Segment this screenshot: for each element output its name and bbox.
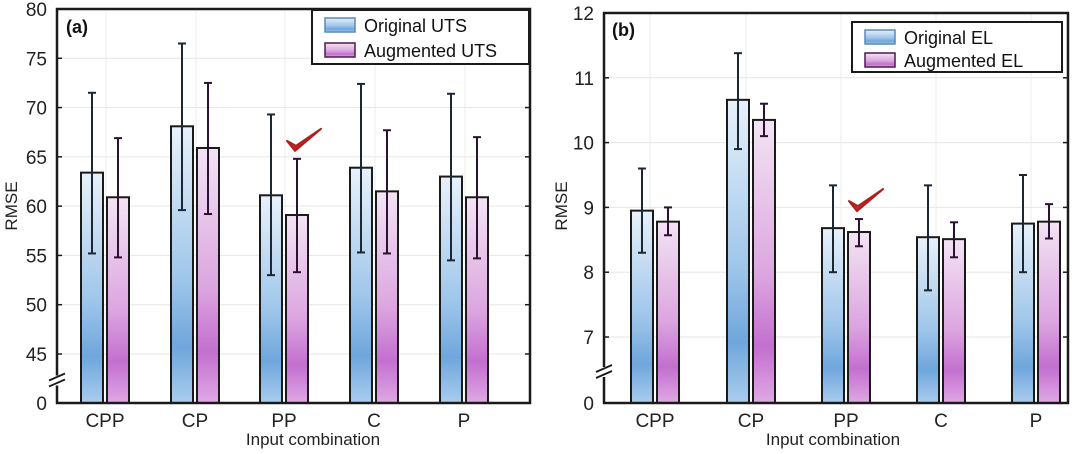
y-tick-label: 65: [26, 148, 47, 169]
x-tick-label: CPP: [635, 411, 674, 432]
x-tick-label: CP: [182, 411, 208, 432]
y-tick-label: 10: [573, 134, 594, 155]
bar-p-augmented: [1037, 220, 1061, 404]
legend-swatch-original: [324, 17, 356, 33]
axis-break-gap: [49, 375, 65, 386]
x-tick-label: PP: [271, 411, 296, 432]
y-tick-label: 80: [26, 0, 47, 21]
legend-label: Original EL: [904, 28, 993, 48]
x-tick-label: C: [934, 411, 948, 432]
legend: Original EL Augmented EL: [851, 21, 1063, 73]
y-tick-label: 7: [583, 328, 594, 349]
legend-swatch-original: [864, 29, 896, 45]
x-axis-label: Input combination: [766, 430, 900, 449]
legend: Original UTS Augmented UTS: [311, 9, 530, 65]
y-tick-label: 55: [26, 246, 47, 267]
y-tick-label: 11: [574, 69, 594, 90]
y-axis-label: RMSE: [2, 181, 21, 230]
y-tick-label: 75: [26, 49, 47, 70]
panel-label: (b): [612, 20, 635, 40]
chart-panel-a: (a) RMSE Input combination CPP CP PP C P4550…: [2, 0, 532, 449]
axis-break-mark: [48, 372, 66, 382]
legend-label: Augmented UTS: [364, 41, 497, 61]
y-tick-label: 12: [573, 4, 594, 25]
y-tick-label-zero: 0: [36, 394, 47, 415]
legend-swatch-augmented: [864, 52, 896, 68]
checkmark-icon: [286, 127, 322, 152]
y-tick-label: 70: [26, 99, 47, 120]
x-tick-label: P: [458, 411, 471, 432]
legend-swatch-augmented: [324, 42, 356, 58]
checkmark-icon: [848, 188, 884, 213]
axis-break-mark: [595, 364, 613, 373]
y-tick-label: 8: [583, 263, 594, 284]
x-tick-label: P: [1030, 411, 1043, 432]
x-tick-label: PP: [833, 411, 858, 432]
y-axis-label: RMSE: [552, 181, 571, 230]
axis-break-mark: [48, 378, 66, 388]
x-axis-label: Input combination: [246, 430, 380, 449]
legend-label: Original UTS: [364, 16, 467, 36]
y-tick-label: 45: [26, 345, 47, 366]
y-tick-label: 50: [26, 296, 47, 317]
y-tick-label: 60: [26, 197, 47, 218]
chart-panel-b: (b) RMSE Input combination CPP CP PP C P7891…: [552, 4, 1070, 449]
panel-label: (a): [66, 17, 88, 37]
x-tick-label: CP: [738, 411, 764, 432]
y-tick-label: 9: [583, 198, 594, 219]
axis-break-mark: [595, 370, 613, 379]
axis-break-gap: [596, 367, 612, 377]
x-tick-label: CPP: [85, 411, 124, 432]
legend-label: Augmented EL: [904, 51, 1023, 71]
x-tick-label: C: [367, 411, 381, 432]
bar-c-augmented: [942, 238, 966, 404]
bar-pp-augmented: [847, 231, 871, 404]
bar-cp-augmented: [752, 118, 776, 404]
bar-cpp-augmented: [656, 220, 680, 404]
y-tick-label-zero: 0: [583, 394, 594, 415]
